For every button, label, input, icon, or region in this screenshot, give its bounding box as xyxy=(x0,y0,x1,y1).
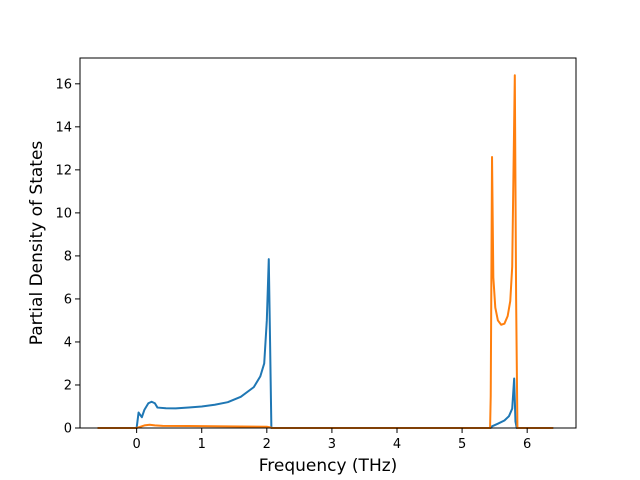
x-tick-label: 1 xyxy=(198,437,206,452)
x-axis-label: Frequency (THz) xyxy=(259,456,398,476)
x-tick-label: 0 xyxy=(132,437,140,452)
x-tick-label: 5 xyxy=(458,437,466,452)
series-line-1 xyxy=(97,258,554,429)
y-tick-label: 8 xyxy=(64,249,72,264)
series-line-2 xyxy=(97,74,554,429)
y-tick-label: 16 xyxy=(55,77,72,92)
y-axis-label: Partial Density of States xyxy=(27,141,47,346)
plot-frame xyxy=(79,57,577,429)
y-tick-label: 10 xyxy=(55,206,72,221)
y-tick-label: 12 xyxy=(55,163,72,178)
y-tick-label: 14 xyxy=(55,120,72,135)
x-axis-ticks: 0 1 2 3 4 5 6 xyxy=(132,428,531,452)
y-tick-label: 2 xyxy=(64,378,72,393)
y-tick-label: 6 xyxy=(64,292,72,307)
y-axis-ticks: 0 2 4 6 8 10 12 14 16 xyxy=(55,77,80,437)
y-tick-label: 4 xyxy=(64,335,72,350)
x-tick-label: 2 xyxy=(263,437,271,452)
x-tick-label: 6 xyxy=(523,437,531,452)
x-tick-label: 3 xyxy=(328,437,336,452)
series-lines xyxy=(97,74,554,429)
x-tick-label: 4 xyxy=(393,437,401,452)
y-tick-label: 0 xyxy=(64,422,72,437)
